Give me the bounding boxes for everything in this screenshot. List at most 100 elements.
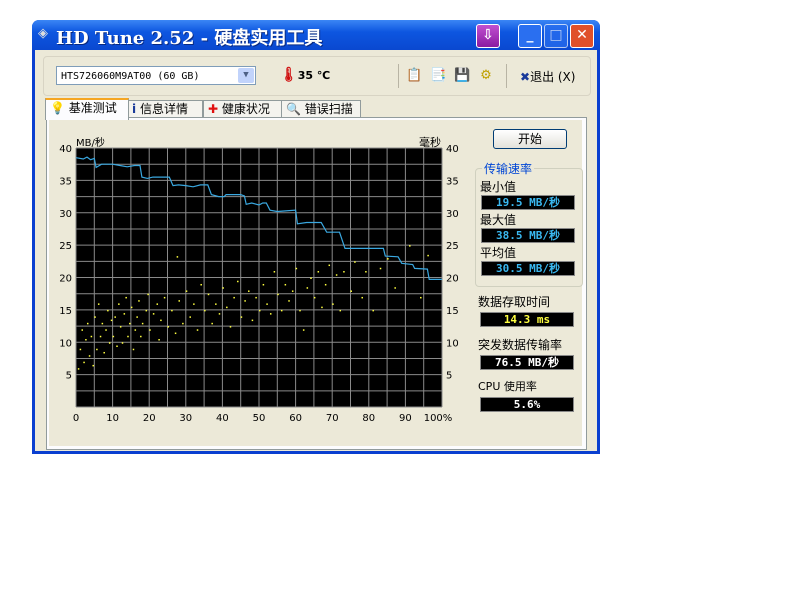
access-time-point bbox=[299, 309, 301, 312]
maximize-button[interactable]: □ bbox=[544, 24, 568, 48]
access-time-point bbox=[244, 300, 246, 302]
access-time-point bbox=[171, 309, 173, 312]
drive-select[interactable]: HTS726060M9AT00 (60 GB) ▼ bbox=[56, 66, 256, 85]
minimize-button[interactable]: _ bbox=[518, 24, 542, 48]
tab-info[interactable]: i 信息详情 bbox=[127, 100, 203, 118]
access-time-value: 14.3 ms bbox=[480, 312, 574, 327]
download-button[interactable]: ⇩ bbox=[476, 24, 500, 48]
access-time-point bbox=[156, 303, 159, 305]
benchmark-chart: MB/秒 毫秒 0 10 20 30 40 50 60 70 80 90 100% 5 5 10 10 15 1… bbox=[59, 135, 459, 424]
avg-label: 平均值 bbox=[480, 246, 517, 260]
drive-select-value: HTS726060M9AT00 (60 GB) bbox=[61, 71, 200, 82]
access-time-point bbox=[88, 355, 91, 357]
access-time-point bbox=[118, 303, 120, 305]
tab-error-scan[interactable]: 🔍 错误扫描 bbox=[281, 100, 361, 118]
access-time-point bbox=[193, 303, 195, 305]
tab-health[interactable]: ✚ 健康状况 bbox=[203, 100, 283, 118]
cpu-usage-label: CPU 使用率 bbox=[478, 380, 537, 393]
access-time-point bbox=[269, 313, 272, 315]
x-tick-label: 30 bbox=[179, 413, 192, 424]
access-time-point bbox=[420, 296, 422, 299]
access-time-point bbox=[110, 319, 113, 322]
x-tick-label: 100% bbox=[424, 413, 453, 424]
access-time-point bbox=[163, 296, 166, 299]
access-time-point bbox=[92, 364, 94, 367]
access-time-point bbox=[189, 316, 191, 318]
cpu-usage-value: 5.6% bbox=[480, 397, 574, 412]
y-tick-label-right: 40 bbox=[446, 144, 459, 155]
access-time-point bbox=[259, 309, 261, 312]
access-time-point bbox=[132, 348, 135, 351]
access-time-point bbox=[119, 326, 122, 328]
thermometer-icon: 🌡 bbox=[280, 67, 298, 83]
health-cross-icon: ✚ bbox=[208, 102, 219, 116]
access-time-point bbox=[277, 293, 279, 296]
chevron-down-icon[interactable]: ▼ bbox=[238, 68, 254, 83]
access-time-point bbox=[107, 309, 109, 312]
access-time-point bbox=[123, 313, 126, 315]
y-tick-label-left: 20 bbox=[59, 274, 72, 285]
x-tick-label: 0 bbox=[73, 413, 79, 424]
access-time-point bbox=[248, 290, 250, 292]
x-tick-label: 10 bbox=[106, 413, 119, 424]
access-time-point bbox=[306, 287, 309, 289]
tab-benchmark[interactable]: 💡 基准测试 bbox=[45, 98, 129, 120]
access-time-point bbox=[99, 335, 102, 338]
access-time-point bbox=[361, 296, 363, 299]
access-time-point bbox=[114, 316, 116, 318]
y-tick-label-right: 5 bbox=[446, 371, 452, 382]
copy-text-icon[interactable]: 📋 bbox=[406, 68, 423, 83]
temperature: 🌡35 ℃ bbox=[280, 67, 330, 83]
access-time-point bbox=[310, 277, 312, 279]
exit-button[interactable]: ✖退出 (X) bbox=[520, 68, 575, 85]
y-axis-label-right: 毫秒 bbox=[419, 135, 441, 149]
options-icon[interactable]: ⚙ bbox=[480, 68, 492, 83]
start-button[interactable]: 开始 bbox=[493, 129, 567, 149]
access-time-point bbox=[97, 303, 100, 305]
access-time-point bbox=[145, 309, 148, 312]
y-tick-label-left: 30 bbox=[59, 209, 72, 220]
y-tick-label-right: 35 bbox=[446, 176, 459, 187]
group-title: 传输速率 bbox=[482, 160, 535, 177]
y-tick-label-left: 35 bbox=[59, 176, 72, 187]
access-time-point bbox=[200, 283, 202, 286]
access-time-point bbox=[85, 339, 87, 341]
access-time-point bbox=[138, 300, 140, 302]
access-time-point bbox=[96, 348, 98, 351]
access-time-point bbox=[127, 335, 129, 338]
y-tick-label-right: 10 bbox=[446, 338, 459, 349]
access-time-point bbox=[302, 329, 305, 331]
y-tick-label-left: 25 bbox=[59, 241, 72, 252]
tab-label: 健康状况 bbox=[221, 102, 270, 116]
access-time-point bbox=[295, 267, 298, 270]
access-time-point bbox=[350, 290, 352, 292]
access-time-point bbox=[83, 361, 85, 364]
access-time-point bbox=[204, 309, 206, 312]
access-time-point bbox=[321, 306, 323, 309]
close-button[interactable]: ✕ bbox=[570, 24, 594, 48]
exit-x-icon: ✖ bbox=[520, 70, 531, 84]
access-time-point bbox=[182, 322, 184, 325]
copy-info-icon[interactable]: 📑 bbox=[430, 68, 447, 83]
save-icon[interactable]: 💾 bbox=[454, 68, 471, 83]
access-time-point bbox=[255, 296, 257, 299]
info-icon: i bbox=[132, 102, 137, 116]
min-label: 最小值 bbox=[480, 180, 517, 194]
access-time-point bbox=[196, 329, 199, 331]
title-bar[interactable]: ◈ HD Tune 2.52 - 硬盘实用工具 ⇩ _ □ ✕ bbox=[32, 20, 600, 50]
access-time-point bbox=[233, 296, 235, 299]
access-time-label: 数据存取时间 bbox=[478, 295, 551, 309]
access-time-point bbox=[273, 271, 276, 273]
access-time-point bbox=[141, 322, 144, 325]
access-time-point bbox=[79, 348, 82, 351]
x-tick-label: 40 bbox=[216, 413, 229, 424]
access-time-point bbox=[365, 271, 367, 273]
access-time-point bbox=[354, 261, 356, 263]
access-time-point bbox=[81, 329, 83, 331]
bulb-icon: 💡 bbox=[50, 101, 65, 115]
app-window: ◈ HD Tune 2.52 - 硬盘实用工具 ⇩ _ □ ✕ HTS72606… bbox=[32, 20, 600, 454]
transfer-rate-line bbox=[75, 156, 442, 280]
access-time-point bbox=[90, 335, 93, 338]
burst-rate-label: 突发数据传输率 bbox=[478, 338, 563, 352]
access-time-point bbox=[427, 254, 429, 257]
